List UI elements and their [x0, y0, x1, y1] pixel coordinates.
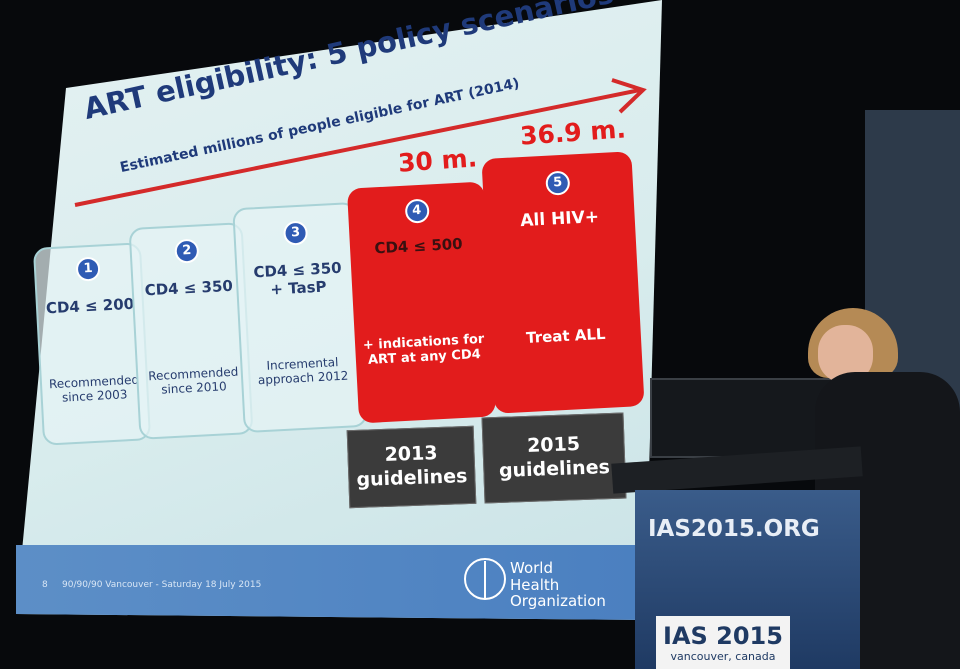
scenario-criterion: CD4 ≤ 350: [144, 276, 234, 300]
arrow-head: [611, 78, 647, 114]
website: IAS2015.ORG: [648, 516, 820, 542]
scenario-number: 5: [545, 170, 571, 196]
scenario-criterion: CD4 ≤ 200: [45, 294, 135, 318]
estimate: 30 m.: [397, 143, 478, 178]
page-number: 8: [42, 580, 48, 590]
footer-text: 90/90/90 Vancouver - Saturday 18 July 20…: [62, 580, 262, 590]
guidelines-box: 2013 guidelines: [346, 425, 477, 509]
event-location: vancouver, canada: [670, 650, 776, 663]
scenario-criterion: All HIV+: [519, 207, 600, 232]
scenario-number: 2: [174, 238, 200, 264]
scenario-note: Recommended since 2010: [147, 364, 239, 397]
scenario-criterion: CD4 ≤ 350 + TasP: [252, 258, 343, 299]
scenario-number: 4: [404, 198, 430, 224]
scenario-note: Incremental approach 2012: [257, 355, 349, 388]
scenario-note: Recommended since 2003: [48, 372, 140, 405]
scenario-criterion: CD4 ≤ 500: [374, 234, 464, 258]
scenario-note: Treat ALL: [525, 324, 606, 347]
organization: World Health Organization: [510, 559, 606, 610]
event-sign: IAS 2015 vancouver, canada: [656, 616, 790, 669]
event-name: IAS 2015: [663, 622, 783, 650]
guidelines-box: 2015 guidelines: [481, 412, 627, 504]
scenario-number: 3: [282, 220, 309, 246]
who-emblem: [464, 558, 506, 600]
scenario-box: 5 All HIV+ Treat ALL: [481, 151, 645, 414]
scenario-note: + indications for ART at any CD4: [362, 331, 485, 368]
scenario-box: 3 CD4 ≤ 350 + TasP Incremental approach …: [232, 201, 368, 434]
scenario-box: 4 CD4 ≤ 500 + indications for ART at any…: [346, 181, 497, 424]
footer-band: [16, 545, 650, 620]
arrow-line: [74, 88, 641, 207]
monitor: [650, 378, 840, 458]
scenario-number: 1: [75, 256, 101, 282]
